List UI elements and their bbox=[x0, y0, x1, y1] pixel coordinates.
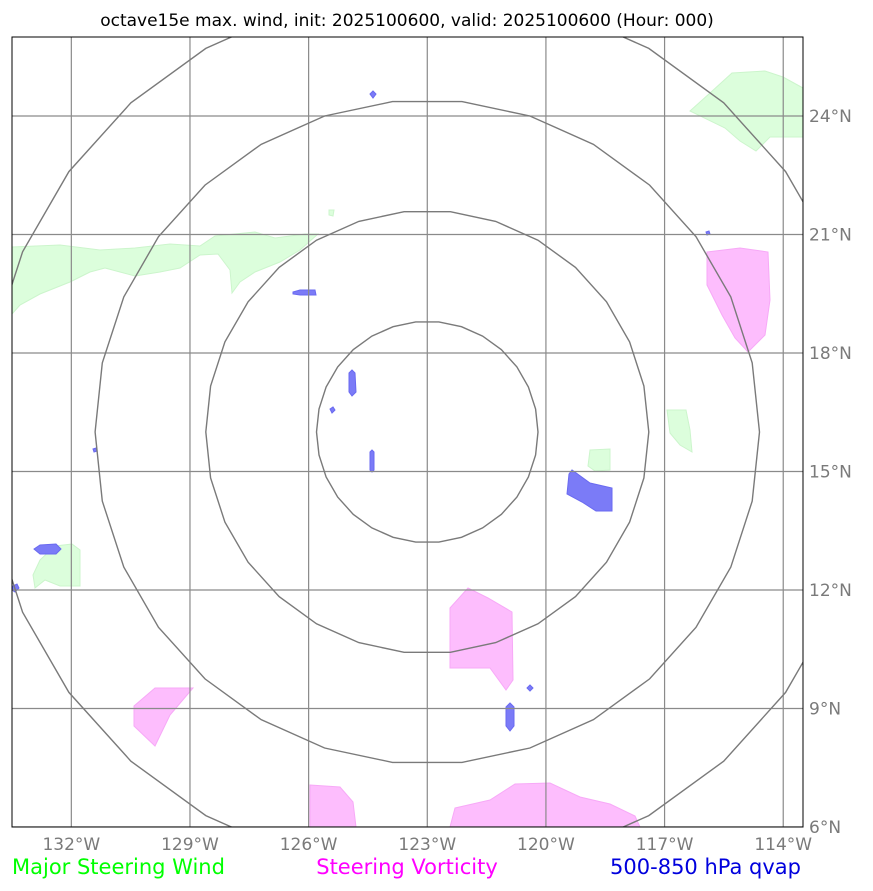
qvap-area bbox=[369, 90, 377, 99]
latitude-tick-label: 15°N bbox=[809, 463, 852, 483]
longitude-tick-label: 129°W bbox=[161, 835, 219, 855]
longitude-tick-label: 120°W bbox=[517, 835, 575, 855]
longitude-tick-labels: 132°W 129°W 126°W 123°W 120°W 117°W 114°W bbox=[42, 835, 812, 855]
steering-wind-areas bbox=[12, 70, 803, 589]
map-title: octave15e max. wind, init: 2025100600, v… bbox=[100, 11, 714, 31]
qvap-areas bbox=[12, 90, 711, 732]
range-ring bbox=[94, 100, 761, 764]
steering-wind-area bbox=[666, 409, 693, 453]
plot-area bbox=[12, 37, 803, 827]
qvap-area bbox=[369, 449, 375, 473]
vorticity-area bbox=[309, 784, 357, 827]
qvap-area bbox=[526, 684, 534, 692]
qvap-area bbox=[33, 543, 62, 555]
latitude-tick-label: 18°N bbox=[809, 344, 852, 364]
latitude-tick-label: 9°N bbox=[809, 700, 841, 720]
vorticity-area bbox=[449, 782, 641, 827]
steering-wind-area bbox=[587, 448, 611, 472]
longitude-tick-label: 117°W bbox=[636, 835, 694, 855]
vorticity-area bbox=[449, 587, 514, 691]
steering-wind-area bbox=[328, 209, 335, 217]
longitude-tick-label: 132°W bbox=[42, 835, 100, 855]
qvap-area bbox=[329, 406, 336, 414]
latitude-tick-labels: 6°N 9°N 12°N 15°N 18°N 21°N 24°N bbox=[809, 107, 852, 838]
latitude-tick-label: 6°N bbox=[809, 818, 841, 838]
legend-steering-wind: Major Steering Wind bbox=[12, 855, 225, 879]
latitude-tick-label: 21°N bbox=[809, 226, 852, 246]
qvap-area bbox=[566, 469, 613, 512]
range-ring bbox=[315, 321, 539, 543]
qvap-area bbox=[505, 702, 515, 732]
steering-wind-area bbox=[689, 70, 803, 152]
steering-wind-area bbox=[32, 543, 81, 589]
qvap-area bbox=[292, 289, 317, 296]
vorticity-area bbox=[133, 687, 195, 747]
legend-qvap: 500-850 hPa qvap bbox=[610, 855, 801, 879]
latitude-tick-label: 12°N bbox=[809, 581, 852, 601]
range-rings bbox=[12, 37, 803, 827]
range-ring bbox=[12, 37, 803, 827]
longitude-tick-label: 126°W bbox=[280, 835, 338, 855]
longitude-tick-label: 114°W bbox=[754, 835, 812, 855]
range-ring bbox=[205, 210, 650, 653]
legend-steering-vorticity: Steering Vorticity bbox=[316, 855, 498, 879]
vorticity-areas bbox=[133, 247, 771, 827]
latitude-tick-label: 24°N bbox=[809, 107, 852, 127]
steering-wind-area bbox=[12, 231, 320, 315]
vorticity-area bbox=[706, 247, 771, 353]
plot-frame bbox=[11, 36, 804, 828]
qvap-area bbox=[348, 369, 357, 397]
longitude-tick-label: 123°W bbox=[398, 835, 456, 855]
